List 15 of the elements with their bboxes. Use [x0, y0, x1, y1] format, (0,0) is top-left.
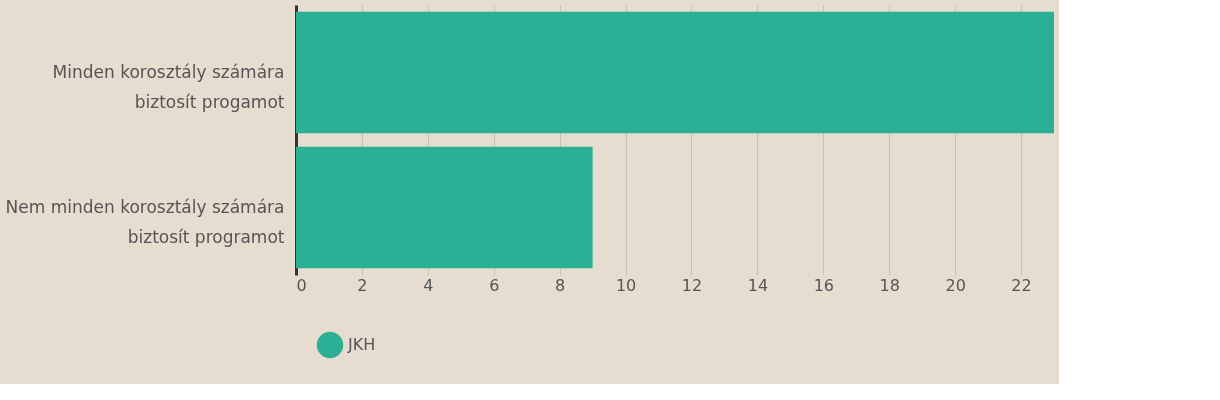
y-tick-label: Minden korosztály számára biztosít progamot [52, 61, 285, 112]
x-tick-label: 14 [747, 275, 769, 295]
legend-label: JKH [347, 335, 376, 354]
x-tick-label: 2 [357, 275, 368, 295]
x-tick-label: 6 [489, 275, 500, 295]
x-tick-label: 4 [423, 275, 434, 295]
x-tick-label: 16 [813, 275, 834, 295]
x-tick-label: 20 [945, 275, 966, 295]
x-tick-label: 12 [681, 275, 703, 295]
x-tick-label: 8 [555, 275, 566, 295]
x-tick-label: 18 [879, 275, 900, 295]
x-tick-label: 10 [615, 275, 637, 295]
y-tick-label: Nem minden korosztály számára biztosít programot [5, 196, 285, 247]
x-tick-label: 0 [296, 275, 307, 295]
x-tick-label: 22 [1011, 275, 1032, 295]
